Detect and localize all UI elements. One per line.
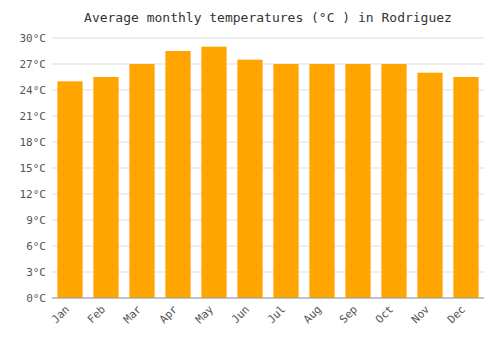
- bar: [57, 81, 82, 298]
- x-tick-label: Jan: [49, 303, 72, 326]
- grid-line: [52, 38, 484, 39]
- bars: [57, 47, 478, 298]
- bar: [345, 64, 370, 298]
- y-tick-label: 18°C: [20, 136, 47, 149]
- x-tick-label: Nov: [409, 303, 433, 327]
- bar: [309, 64, 334, 298]
- chart-title: Average monthly temperatures (°C ) in Ro…: [84, 10, 452, 25]
- y-axis: 0°C 3°C 6°C 9°C 12°C 15°C 18°C 21°C 24°C 27°C 30°C: [20, 32, 47, 305]
- x-tick-label: Apr: [157, 303, 181, 327]
- y-tick-label: 24°C: [20, 84, 47, 97]
- x-tick-label: Feb: [85, 303, 108, 326]
- y-tick-label: 21°C: [20, 110, 47, 123]
- x-tick-label: Mar: [121, 303, 145, 327]
- bar: [93, 77, 118, 298]
- x-axis-line: [52, 298, 484, 299]
- bar: [453, 77, 478, 298]
- grid-line: [52, 64, 484, 65]
- x-tick-label: Oct: [373, 303, 396, 326]
- y-tick-label: 3°C: [26, 266, 46, 279]
- x-tick-label: Dec: [445, 303, 468, 326]
- chart-container: Average monthly temperatures (°C ) in Ro…: [0, 0, 500, 350]
- x-tick-label: Jul: [265, 303, 288, 326]
- x-axis: Jan Feb Mar Apr May Jun Jul Aug Sep Oct Nov Dec: [49, 303, 468, 327]
- y-tick-label: 15°C: [20, 162, 47, 175]
- y-tick-label: 27°C: [20, 58, 47, 71]
- y-tick-label: 30°C: [20, 32, 47, 45]
- y-tick-label: 0°C: [26, 292, 46, 305]
- y-tick-label: 9°C: [26, 214, 46, 227]
- x-tick-label: Sep: [337, 303, 360, 326]
- bar: [381, 64, 406, 298]
- x-tick-label: Aug: [301, 303, 324, 326]
- bar: [273, 64, 298, 298]
- y-grid: [52, 38, 484, 298]
- x-tick-label: Jun: [229, 303, 252, 326]
- bar: [237, 60, 262, 298]
- bar: [165, 51, 190, 298]
- chart-svg: Average monthly temperatures (°C ) in Ro…: [0, 0, 500, 350]
- bar: [417, 73, 442, 298]
- bar: [201, 47, 226, 298]
- x-tick-label: May: [193, 303, 217, 327]
- y-tick-label: 12°C: [20, 188, 47, 201]
- bar: [129, 64, 154, 298]
- grid-line: [52, 298, 484, 299]
- y-tick-label: 6°C: [26, 240, 46, 253]
